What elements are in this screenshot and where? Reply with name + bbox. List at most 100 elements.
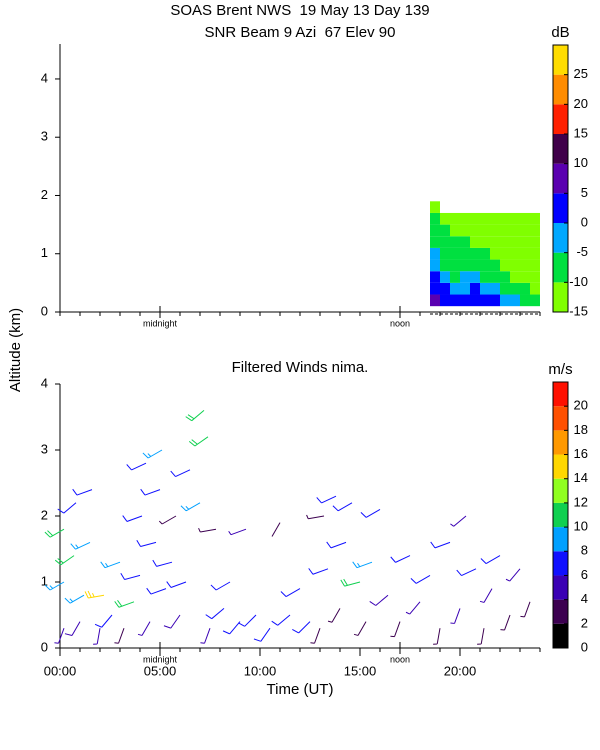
- colorbar-tick-label: 2: [581, 615, 588, 630]
- annotation: midnight: [143, 318, 178, 328]
- wind-barb: [64, 621, 81, 636]
- colorbar-tick-label: 8: [581, 543, 588, 558]
- heatmap-cell: [530, 271, 540, 283]
- y-tick-label: 4: [41, 375, 48, 390]
- colorbar-tick-label: 10: [574, 155, 588, 170]
- wind-barb: [500, 614, 511, 631]
- heatmap-cell: [450, 294, 460, 307]
- y-tick-label: 4: [41, 70, 48, 85]
- colorbar-segment: [553, 502, 568, 528]
- colorbar-tick-label: -10: [569, 274, 588, 289]
- colorbar-segment: [553, 575, 568, 600]
- y-axis-label: Altitude (km): [7, 308, 24, 392]
- heatmap-cell: [480, 224, 490, 237]
- heatmap-cell: [430, 282, 440, 295]
- heatmap-cell: [500, 259, 510, 272]
- wind-barb: [433, 628, 441, 645]
- heatmap-cell: [430, 271, 440, 283]
- wind-barb: [326, 541, 347, 549]
- wind-barb: [205, 608, 225, 620]
- heatmap-cell: [430, 247, 440, 260]
- wind-barb: [44, 528, 65, 538]
- heatmap-cell: [430, 236, 440, 248]
- wind-barb: [410, 574, 431, 584]
- heatmap-cell: [500, 212, 510, 225]
- heatmap-cell: [480, 282, 490, 295]
- heatmap-cell: [440, 247, 450, 260]
- heatmap-cell: [490, 224, 500, 237]
- wind-barb: [126, 462, 147, 471]
- heatmap-cell: [530, 212, 540, 225]
- wind-barb: [456, 568, 477, 577]
- heatmap-cell: [460, 271, 470, 283]
- chart-subtitle: SNR Beam 9 Azi 67 Elev 90: [205, 24, 396, 41]
- colorbar-label: dB: [551, 24, 569, 41]
- wind-barb: [140, 488, 161, 496]
- heatmap-cell: [530, 247, 540, 260]
- x-tick-label: 10:00: [244, 663, 277, 678]
- wind-barb: [163, 614, 181, 629]
- chart-title: Filtered Winds nima.: [232, 359, 369, 376]
- wind-barb: [142, 449, 163, 459]
- wind-barb: [137, 621, 151, 636]
- wind-barb: [332, 502, 353, 512]
- heatmap-cell: [440, 294, 450, 307]
- heatmap-cell: [440, 212, 450, 225]
- wind-barb: [352, 561, 373, 569]
- annotation: midnight: [143, 654, 178, 664]
- y-tick-label: 3: [41, 129, 48, 144]
- wind-barb: [280, 588, 301, 598]
- x-tick-label: 00:00: [44, 663, 77, 678]
- heatmap-cell: [510, 224, 520, 237]
- colorbar-label: m/s: [548, 361, 572, 378]
- heatmap-cell: [520, 212, 530, 225]
- y-tick-label: 2: [41, 507, 48, 522]
- colorbar-tick-label: 15: [574, 125, 588, 140]
- annotation: noon: [390, 654, 410, 664]
- heatmap-cell: [470, 271, 480, 283]
- wind-barb: [450, 608, 461, 624]
- colorbar-segment: [553, 527, 568, 552]
- wind-barb: [405, 601, 421, 615]
- heatmap-cell: [460, 294, 470, 307]
- heatmap-cell: [510, 294, 520, 307]
- wind-barb: [222, 621, 241, 635]
- heatmap-cell: [490, 259, 500, 272]
- heatmap-cell: [450, 282, 460, 295]
- heatmap-cell: [450, 212, 460, 225]
- colorbar-tick-label: 6: [581, 567, 588, 582]
- heatmap-cell: [430, 212, 440, 225]
- heatmap-cell: [500, 224, 510, 237]
- heatmap-cell: [430, 201, 440, 213]
- heatmap-cell: [510, 236, 520, 248]
- colorbar-tick-label: 18: [574, 422, 588, 437]
- wind-barb: [505, 568, 521, 582]
- wind-barb: [70, 541, 91, 550]
- wind-barb: [136, 540, 157, 548]
- heatmap-cell: [440, 236, 450, 248]
- wind-barb: [54, 628, 65, 644]
- colorbar-tick-label: 5: [581, 185, 588, 200]
- colorbar-tick-label: 16: [574, 446, 588, 461]
- heatmap-cell: [520, 259, 530, 272]
- wind-barb: [253, 627, 271, 642]
- wind-barb: [114, 600, 135, 608]
- heatmap-cell: [500, 247, 510, 260]
- heatmap-cell: [430, 294, 440, 307]
- heatmap-cell: [520, 271, 530, 283]
- heatmap-cell: [430, 259, 440, 272]
- colorbar-tick-label: 20: [574, 398, 588, 413]
- wind-barb: [292, 621, 311, 634]
- colorbar-tick-label: 20: [574, 96, 588, 111]
- heatmap-cell: [490, 294, 500, 307]
- wind-barb: [450, 515, 467, 527]
- colorbar-segment: [553, 430, 568, 455]
- y-tick-label: 1: [41, 245, 48, 260]
- heatmap-cell: [450, 236, 460, 248]
- colorbar-segment: [553, 623, 568, 648]
- colorbar-tick-label: 12: [574, 494, 588, 509]
- heatmap-cell: [460, 259, 470, 272]
- wind-barb: [308, 568, 329, 575]
- wind-barb: [238, 614, 257, 627]
- colorbar-frame: [552, 44, 569, 313]
